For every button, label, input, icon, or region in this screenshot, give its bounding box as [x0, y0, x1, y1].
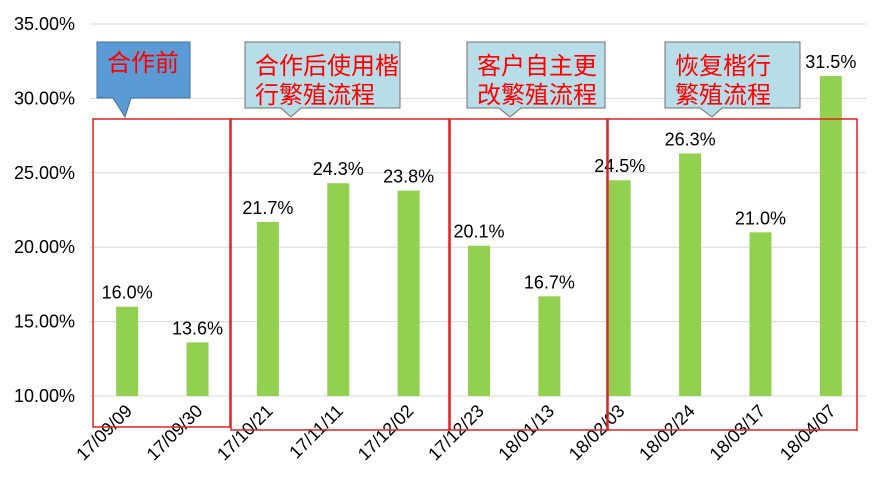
bar — [608, 180, 631, 396]
data-label: 16.7% — [524, 272, 575, 292]
group-frame — [230, 118, 450, 431]
data-label: 13.6% — [172, 318, 223, 338]
data-label: 20.1% — [453, 222, 504, 242]
data-label: 24.3% — [313, 159, 364, 179]
bar — [397, 190, 420, 396]
bar — [468, 245, 490, 396]
bar — [256, 221, 279, 396]
callout-text: 合作前 — [107, 49, 179, 77]
data-label: 24.5% — [594, 156, 645, 176]
data-label: 21.0% — [735, 208, 786, 228]
y-tick-label: 10.00% — [14, 386, 75, 406]
x-tick-label: 17/09/30 — [143, 401, 207, 465]
callout-text: 恢复楷行 — [675, 52, 771, 80]
callout: 合作前 — [96, 41, 191, 119]
y-tick-label: 25.00% — [14, 163, 75, 183]
group-frame — [607, 118, 858, 431]
data-label: 16.0% — [102, 283, 153, 303]
group-frames — [92, 118, 858, 431]
data-label: 23.8% — [383, 167, 434, 187]
callout-box — [244, 41, 401, 118]
callout-box — [466, 41, 606, 118]
data-label: 26.3% — [665, 129, 716, 149]
bar — [538, 296, 561, 396]
bars — [116, 76, 842, 396]
callout-text: 行繁殖流程 — [255, 81, 375, 109]
y-tick-label: 20.00% — [14, 237, 75, 257]
bar — [186, 342, 209, 396]
x-tick-label: 17/09/09 — [72, 401, 136, 465]
bar — [749, 232, 772, 396]
callout-text: 合作后使用楷 — [255, 52, 399, 80]
callout-box — [96, 41, 191, 119]
x-tick-label: 17/11/11 — [285, 401, 347, 463]
y-axis-labels: 10.00% 15.00% 20.00% 25.00% 30.00% 35.00% — [14, 14, 75, 406]
x-axis-labels: 17/09/09 17/09/30 17/10/21 17/11/11 17/12/02… — [72, 401, 839, 465]
x-tick-label: 18/01/13 — [494, 401, 558, 465]
x-tick-label: 18/02/24 — [635, 401, 699, 465]
bar — [327, 183, 350, 396]
y-tick-label: 15.00% — [14, 312, 75, 332]
callout-text: 客户自主更 — [477, 52, 597, 80]
bar — [679, 153, 702, 396]
data-labels: 16.0% 13.6% 21.7% 24.3% 23.8% 20.1% 16.7% 24.5%… — [102, 52, 857, 338]
bar — [116, 306, 139, 396]
group-frame — [92, 118, 231, 428]
x-tick-label: 17/10/21 — [213, 401, 277, 465]
callout-box — [664, 41, 801, 118]
x-tick-label: 18/03/17 — [706, 401, 770, 465]
callout-text: 繁殖流程 — [675, 81, 771, 109]
data-label: 21.7% — [242, 198, 293, 218]
x-tick-label: 18/02/03 — [565, 401, 629, 465]
y-tick-label: 35.00% — [14, 14, 75, 34]
x-tick-label: 17/12/02 — [354, 401, 418, 465]
callout-text: 改繁殖流程 — [477, 81, 597, 109]
x-tick-label: 18/04/07 — [776, 401, 840, 465]
group-frame — [449, 118, 608, 431]
data-label: 31.5% — [805, 52, 856, 72]
y-tick-label: 30.00% — [14, 88, 75, 108]
bar — [819, 76, 842, 396]
x-tick-label: 17/12/23 — [424, 401, 488, 465]
